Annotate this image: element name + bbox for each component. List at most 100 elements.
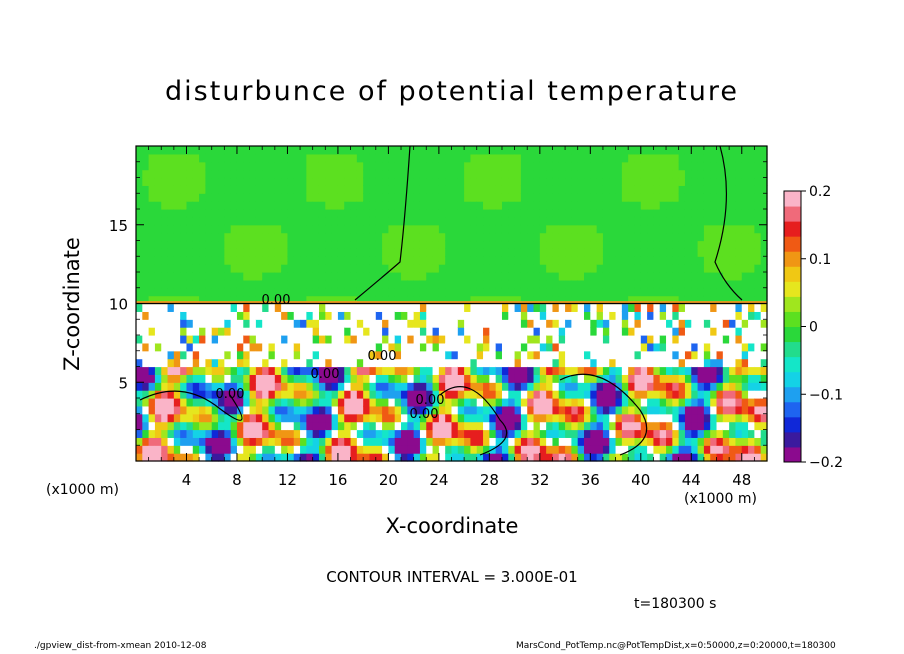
field-cell <box>602 453 610 462</box>
field-cell <box>369 445 377 454</box>
field-cell <box>382 342 389 352</box>
field-cell <box>350 153 358 163</box>
field-cell <box>306 287 314 297</box>
field-cell <box>590 335 598 344</box>
field-cell <box>382 303 389 312</box>
field-cell <box>148 413 156 423</box>
field-cell <box>483 161 490 171</box>
field-cell <box>653 279 661 289</box>
field-cell <box>401 287 408 297</box>
field-cell <box>684 272 692 281</box>
field-cell <box>741 224 749 234</box>
field-cell <box>647 201 655 210</box>
field-cell <box>154 153 162 163</box>
field-cell <box>710 216 718 226</box>
field-cell <box>262 350 270 360</box>
field-cell <box>268 421 276 431</box>
field-cell <box>350 374 358 383</box>
field-cell <box>173 287 181 297</box>
field-cell <box>615 390 623 399</box>
field-cell <box>300 303 307 312</box>
field-cell <box>678 429 686 438</box>
field-cell <box>533 390 541 399</box>
field-cell <box>218 209 225 218</box>
field-cell <box>394 413 402 423</box>
field-cell <box>318 382 326 391</box>
field-cell <box>350 382 358 391</box>
field-cell <box>546 335 554 344</box>
field-cell <box>609 405 617 415</box>
field-cell <box>413 169 421 179</box>
field-cell <box>628 405 636 415</box>
field-cell <box>306 209 314 218</box>
field-cell <box>199 295 207 305</box>
field-cell <box>224 209 232 218</box>
field-cell <box>495 311 503 320</box>
field-cell <box>729 216 737 226</box>
field-cell <box>546 366 554 375</box>
field-cell <box>375 374 383 383</box>
field-cell <box>716 177 724 186</box>
field-cell <box>287 279 295 289</box>
field-cell <box>495 146 503 155</box>
field-cell <box>161 185 169 194</box>
field-cell <box>268 295 276 305</box>
field-cell <box>173 161 181 171</box>
field-cell <box>426 390 434 399</box>
field-cell <box>672 240 680 249</box>
field-cell <box>142 366 150 375</box>
field-cell <box>438 342 446 352</box>
field-cell <box>337 264 345 273</box>
field-cell <box>306 161 314 171</box>
field-cell <box>148 350 156 360</box>
field-cell <box>760 146 768 155</box>
field-cell <box>173 311 181 320</box>
field-cell <box>419 256 427 265</box>
field-cell <box>419 350 427 360</box>
field-cell <box>401 327 408 336</box>
field-cell <box>489 153 497 163</box>
field-cell <box>609 177 617 186</box>
field-cell <box>634 272 642 281</box>
field-cell <box>192 224 200 234</box>
field-cell <box>684 185 692 194</box>
field-cell <box>457 279 465 289</box>
field-cell <box>653 216 661 226</box>
field-cell <box>691 398 699 407</box>
field-cell <box>218 413 225 423</box>
field-cell <box>255 335 263 344</box>
field-cell <box>388 382 396 391</box>
field-cell <box>666 429 673 438</box>
field-cell <box>192 413 200 423</box>
field-cell <box>192 177 200 186</box>
field-cell <box>653 248 661 257</box>
field-cell <box>691 201 699 210</box>
field-cell <box>375 303 383 312</box>
field-cell <box>236 248 244 257</box>
field-cell <box>647 311 655 320</box>
field-cell <box>735 303 743 312</box>
field-cell <box>470 429 478 438</box>
field-cell <box>224 374 232 383</box>
field-cell <box>287 153 295 163</box>
field-cell <box>691 405 699 415</box>
field-cell <box>394 209 402 218</box>
field-cell <box>445 342 453 352</box>
field-cell <box>602 382 610 391</box>
field-cell <box>142 185 150 194</box>
field-cell <box>148 327 156 336</box>
field-cell <box>306 445 314 454</box>
field-cell <box>262 216 270 226</box>
field-cell <box>754 303 762 312</box>
field-cell <box>281 398 289 407</box>
field-cell <box>697 185 705 194</box>
field-cell <box>236 153 244 163</box>
field-cell <box>432 185 440 194</box>
field-cell <box>388 169 396 179</box>
field-cell <box>483 169 490 179</box>
field-cell <box>602 224 610 234</box>
field-cell <box>552 421 560 431</box>
field-cell <box>602 248 610 257</box>
field-cell <box>136 264 143 273</box>
field-cell <box>476 240 484 249</box>
